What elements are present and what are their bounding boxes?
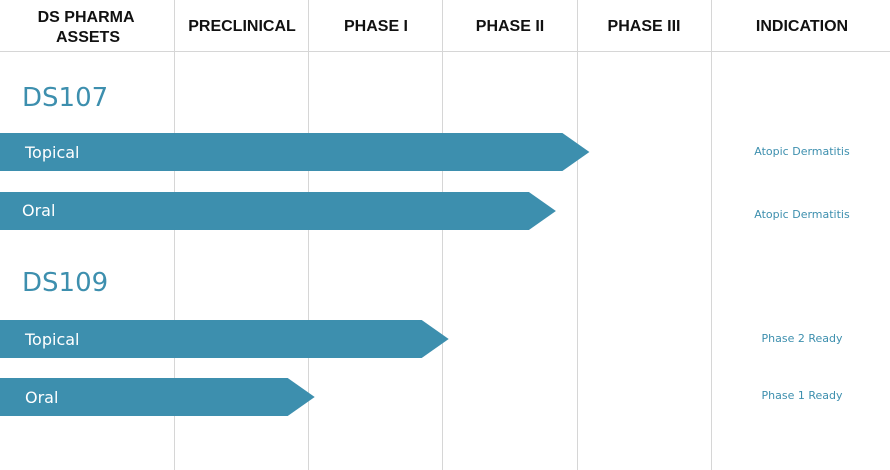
asset-name-ds109: DS109 [22, 268, 108, 298]
header-assets: DS PHARMA ASSETS [38, 9, 139, 46]
table-header: DS PHARMA ASSETS PRECLINICAL PHASE I PHA… [38, 9, 848, 46]
bar-label-ds109-oral: Oral [25, 388, 58, 407]
bar-label-ds107-oral: Oral [22, 201, 55, 220]
indication-ds109-topical: Phase 2 Ready [762, 332, 843, 345]
header-phase2: PHASE II [476, 18, 544, 35]
indication-ds107-oral: Atopic Dermatitis [754, 208, 850, 221]
header-phase3: PHASE III [608, 18, 681, 35]
pipeline-bar-ds107-oral [0, 192, 556, 230]
indication-ds107-topical: Atopic Dermatitis [754, 145, 850, 158]
header-indication: INDICATION [756, 18, 848, 35]
pipeline-bar-ds109-oral [0, 378, 315, 416]
pipeline-bar-ds107-topical [0, 133, 590, 171]
bar-label-ds107-topical: Topical [24, 143, 80, 162]
indications: Atopic Dermatitis Atopic Dermatitis Phas… [754, 145, 850, 402]
pipeline-bars [0, 133, 590, 416]
indication-ds109-oral: Phase 1 Ready [762, 389, 843, 402]
header-assets-line1: DS PHARMA [38, 9, 135, 26]
header-phase1: PHASE I [344, 18, 408, 35]
asset-name-ds107: DS107 [22, 83, 108, 113]
asset-names: DS107 DS109 [22, 83, 108, 298]
bar-label-ds109-topical: Topical [24, 330, 80, 349]
header-preclinical: PRECLINICAL [188, 18, 296, 35]
bar-labels: Topical Oral Topical Oral [22, 143, 80, 407]
header-assets-line2: ASSETS [56, 29, 120, 46]
pipeline-bar-ds109-topical [0, 320, 449, 358]
